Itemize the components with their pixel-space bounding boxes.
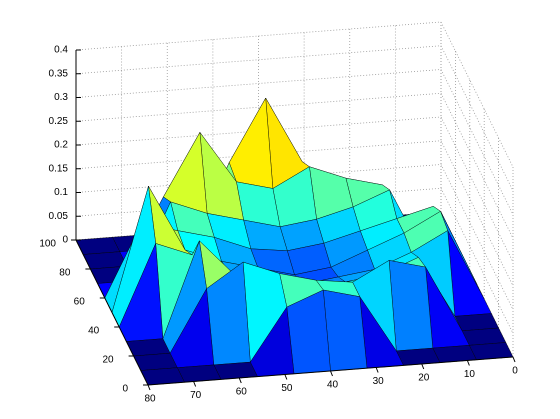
z-tick-label: 0.4 bbox=[54, 45, 68, 56]
y-tick-label: 100 bbox=[39, 239, 56, 250]
x-tick-label: 40 bbox=[327, 380, 339, 391]
grid-line bbox=[75, 92, 442, 122]
z-tick-label: 0.1 bbox=[54, 187, 68, 198]
tick-mark bbox=[147, 384, 151, 391]
x-tick-label: 30 bbox=[373, 376, 385, 387]
surface-patch bbox=[228, 97, 274, 189]
x-tick-label: 70 bbox=[190, 390, 202, 401]
tick-mark bbox=[284, 374, 288, 380]
z-tick-label: 0.15 bbox=[49, 163, 69, 174]
surface-patch bbox=[323, 289, 368, 372]
surface-patch bbox=[388, 260, 434, 352]
surface-patch bbox=[163, 131, 208, 214]
z-tick-label: 0 bbox=[62, 235, 68, 246]
grid-line bbox=[440, 45, 514, 191]
x-tick-label: 60 bbox=[236, 387, 248, 398]
z-tick-label: 0.25 bbox=[49, 116, 69, 127]
grid-line bbox=[75, 69, 442, 98]
surface-patch bbox=[75, 236, 121, 255]
surface-patch bbox=[447, 230, 492, 317]
tick-mark bbox=[512, 356, 516, 363]
y-tick-label: 80 bbox=[59, 268, 71, 279]
x-tick-label: 50 bbox=[281, 383, 293, 394]
y-axis bbox=[75, 239, 149, 386]
surface-patch bbox=[126, 338, 171, 357]
tick-mark bbox=[330, 370, 333, 377]
grid-line bbox=[440, 21, 514, 168]
tick-mark bbox=[375, 367, 379, 373]
x-tick-label: 0 bbox=[512, 366, 518, 377]
z-tick-label: 0.3 bbox=[54, 92, 68, 103]
x-tick-label: 20 bbox=[418, 373, 430, 384]
tick-mark bbox=[193, 381, 197, 387]
y-tick-label: 0 bbox=[122, 384, 128, 395]
y-tick-label: 20 bbox=[102, 355, 114, 366]
tick-mark bbox=[466, 360, 470, 366]
tick-mark bbox=[238, 377, 242, 384]
grid-line bbox=[440, 93, 514, 239]
grid-line bbox=[75, 45, 442, 75]
surface-patch bbox=[454, 313, 499, 332]
x-tick-label: 10 bbox=[464, 369, 476, 380]
surface-patch bbox=[133, 352, 178, 371]
y-tick-label: 60 bbox=[74, 297, 86, 308]
surface-patch bbox=[461, 327, 507, 346]
x-tick-label: 80 bbox=[144, 394, 156, 405]
grid-line bbox=[440, 69, 514, 215]
y-tick-label: 40 bbox=[88, 326, 100, 337]
z-tick-label: 0.35 bbox=[49, 68, 69, 79]
z-tick-label: 0.05 bbox=[49, 211, 69, 222]
tick-mark bbox=[421, 363, 425, 370]
z-tick-label: 0.2 bbox=[54, 140, 68, 151]
